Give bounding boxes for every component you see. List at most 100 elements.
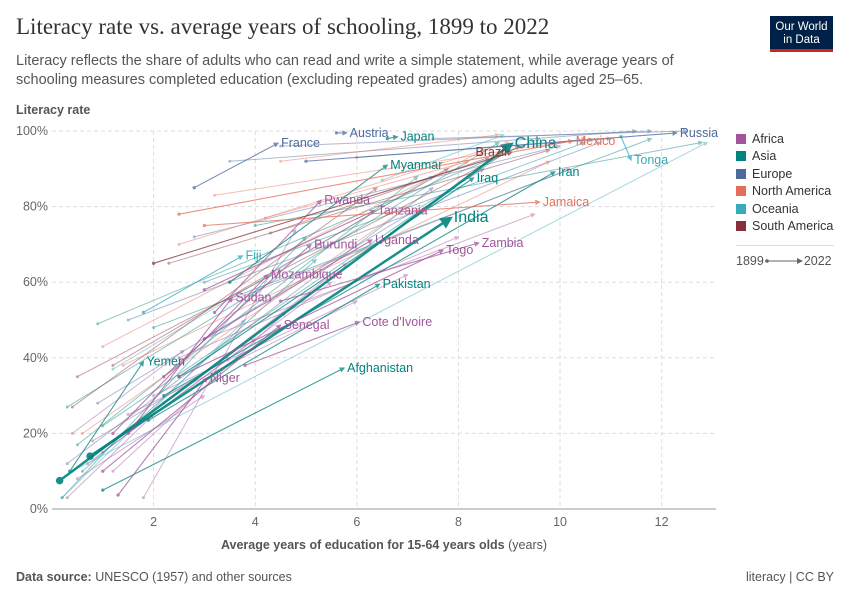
- country-label-india[interactable]: India: [454, 209, 489, 226]
- legend-item-oceania[interactable]: Oceania: [736, 200, 834, 218]
- legend-item-north-america[interactable]: North America: [736, 183, 834, 201]
- trend-line: [127, 296, 234, 434]
- start-point: [126, 413, 130, 416]
- country-arrow-yemen[interactable]: [68, 360, 145, 473]
- country-label-iran[interactable]: Iran: [558, 165, 580, 179]
- owid-logo[interactable]: Our World in Data: [770, 16, 833, 52]
- country-arrow-afghanistan[interactable]: [101, 367, 346, 492]
- country-arrow[interactable]: [111, 168, 450, 367]
- country-arrow[interactable]: [121, 160, 551, 367]
- country-arrow-togo[interactable]: [177, 249, 445, 379]
- country-arrow-india[interactable]: [86, 216, 453, 460]
- country-label-sudan[interactable]: Sudan: [235, 290, 271, 304]
- country-arrow-sudan[interactable]: [126, 296, 234, 436]
- country-arrow[interactable]: [111, 175, 434, 371]
- country-arrow[interactable]: [126, 141, 602, 322]
- country-label-zambia[interactable]: Zambia: [482, 236, 524, 250]
- country-label-austria[interactable]: Austria: [350, 126, 389, 140]
- country-label-fiji[interactable]: Fiji: [246, 249, 262, 263]
- country-arrow[interactable]: [228, 128, 638, 163]
- country-label-senegal[interactable]: Senegal: [284, 318, 330, 332]
- country-arrow-cote-d-ivoire[interactable]: [243, 320, 361, 368]
- country-label-tonga[interactable]: Tonga: [634, 153, 668, 167]
- country-arrow[interactable]: [65, 413, 155, 500]
- country-arrow-brazil[interactable]: [151, 150, 513, 265]
- start-point: [101, 344, 105, 348]
- start-point: [75, 375, 79, 379]
- country-arrow[interactable]: [70, 187, 378, 409]
- country-arrow[interactable]: [152, 137, 653, 330]
- country-label-niger[interactable]: Niger: [210, 371, 240, 385]
- legend-item-asia[interactable]: Asia: [736, 148, 834, 166]
- country-arrow-fiji[interactable]: [141, 255, 244, 315]
- country-arrow[interactable]: [75, 145, 521, 379]
- country-label-jamaica[interactable]: Jamaica: [543, 195, 590, 209]
- country-label-cote-d-ivoire[interactable]: Cote d'Ivoire: [362, 315, 432, 329]
- country-arrow-pakistan[interactable]: [146, 283, 381, 422]
- country-label-burundi[interactable]: Burundi: [314, 237, 357, 251]
- country-arrow-jamaica[interactable]: [202, 199, 541, 228]
- legend-item-africa[interactable]: Africa: [736, 130, 834, 148]
- country-label-rwanda[interactable]: Rwanda: [324, 193, 370, 207]
- country-arrow-mexico[interactable]: [177, 138, 574, 216]
- country-arrow-senegal[interactable]: [101, 324, 282, 473]
- country-arrow[interactable]: [96, 137, 541, 326]
- x-tick-label: 12: [655, 515, 669, 529]
- trend-line: [69, 360, 145, 472]
- country-arrow[interactable]: [279, 128, 653, 148]
- country-arrow[interactable]: [177, 141, 511, 246]
- country-label-iraq[interactable]: Iraq: [477, 171, 499, 185]
- country-arrow[interactable]: [152, 274, 409, 398]
- country-label-france[interactable]: France: [281, 136, 320, 150]
- country-label-russia[interactable]: Russia: [680, 126, 718, 140]
- country-arrow[interactable]: [167, 148, 551, 265]
- country-arrow-uganda[interactable]: [202, 239, 374, 341]
- country-label-japan[interactable]: Japan: [400, 130, 434, 144]
- country-label-uganda[interactable]: Uganda: [375, 233, 419, 247]
- country-label-yemen[interactable]: Yemen: [146, 355, 185, 369]
- country-arrow[interactable]: [431, 128, 689, 141]
- trend-line: [61, 236, 307, 499]
- country-arrow-austria[interactable]: [334, 130, 348, 136]
- country-label-mexico[interactable]: Mexico: [576, 134, 616, 148]
- country-arrow-burundi[interactable]: [162, 243, 312, 379]
- data-source: Data source: UNESCO (1957) and other sou…: [16, 570, 292, 584]
- country-arrow[interactable]: [60, 319, 246, 500]
- country-arrow[interactable]: [70, 349, 185, 435]
- x-axis-label-text: Average years of education for 15-64 yea…: [221, 538, 505, 552]
- chart-subtitle: Literacy reflects the share of adults wh…: [16, 53, 674, 88]
- country-arrow-france[interactable]: [192, 142, 280, 190]
- timeline-key: 1899 2022: [736, 254, 834, 268]
- country-arrow-japan[interactable]: [385, 134, 399, 141]
- country-arrow-russia[interactable]: [304, 130, 678, 163]
- country-arrow-iran[interactable]: [162, 171, 556, 398]
- country-arrow[interactable]: [177, 236, 460, 360]
- country-arrow[interactable]: [263, 159, 470, 220]
- country-label-pakistan[interactable]: Pakistan: [383, 277, 431, 291]
- data-source-link[interactable]: UNESCO (1957) and other sources: [95, 570, 292, 584]
- legend-item-south-america[interactable]: South America: [736, 218, 834, 236]
- y-tick-label: 40%: [23, 351, 48, 365]
- country-arrow-zambia[interactable]: [278, 241, 480, 303]
- license[interactable]: literacy | CC BY: [746, 570, 834, 584]
- start-point: [304, 159, 308, 163]
- country-arrow[interactable]: [96, 168, 485, 405]
- x-axis-unit: (years): [508, 538, 547, 552]
- legend-item-europe[interactable]: Europe: [736, 165, 834, 183]
- country-arrow[interactable]: [279, 132, 501, 163]
- country-arrow-myanmar[interactable]: [228, 164, 389, 284]
- country-label-afghanistan[interactable]: Afghanistan: [347, 361, 413, 375]
- trend-line: [178, 138, 574, 215]
- country-arrow-mozambique[interactable]: [111, 273, 269, 436]
- trend-line: [229, 164, 389, 283]
- country-arrow[interactable]: [60, 236, 307, 500]
- country-label-tanzania[interactable]: Tanzania: [378, 203, 428, 217]
- start-point: [65, 405, 69, 409]
- country-arrow-tanzania[interactable]: [202, 209, 376, 292]
- country-arrow[interactable]: [75, 175, 419, 447]
- country-arrow[interactable]: [213, 136, 587, 197]
- start-point: [111, 469, 115, 473]
- country-label-brazil[interactable]: Brazil: [476, 145, 507, 159]
- country-label-mozambique[interactable]: Mozambique: [271, 268, 343, 282]
- country-label-myanmar[interactable]: Myanmar: [390, 158, 442, 172]
